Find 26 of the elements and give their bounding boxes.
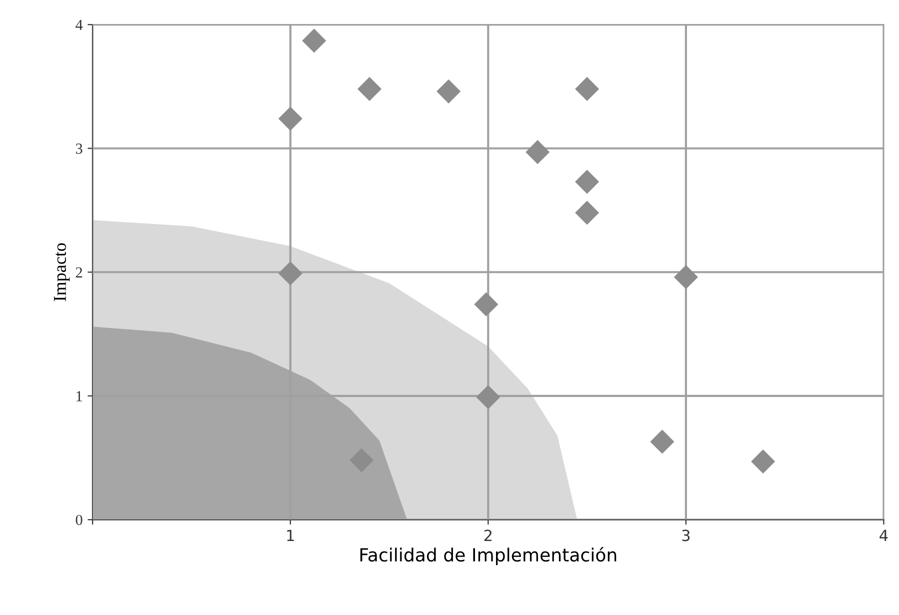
point: [650, 430, 674, 454]
point: [674, 265, 698, 290]
y-tick-label: 2: [76, 267, 82, 278]
y-tick-label: 4: [76, 20, 83, 30]
point: [436, 79, 461, 104]
point: [751, 449, 776, 474]
point: [350, 448, 374, 472]
x-tick-label: 3: [682, 530, 690, 542]
point: [526, 140, 550, 164]
point: [302, 28, 326, 53]
point: [476, 385, 500, 410]
y-tick-label: 1: [76, 391, 82, 402]
point: [575, 76, 600, 101]
point: [278, 261, 302, 286]
y-axis-title: Impacto: [54, 243, 70, 302]
point: [278, 106, 302, 131]
x-tick-label: 4: [880, 530, 888, 542]
point: [357, 76, 382, 101]
point: [575, 200, 600, 225]
x-axis-title: Facilidad de Implementación: [360, 546, 616, 566]
point: [474, 292, 498, 316]
y-tick-label: 0: [76, 514, 82, 526]
x-tick-label: 2: [484, 530, 492, 542]
x-tick-label: 1: [287, 530, 294, 542]
point: [575, 170, 600, 194]
y-tick-label: 3: [76, 144, 82, 154]
